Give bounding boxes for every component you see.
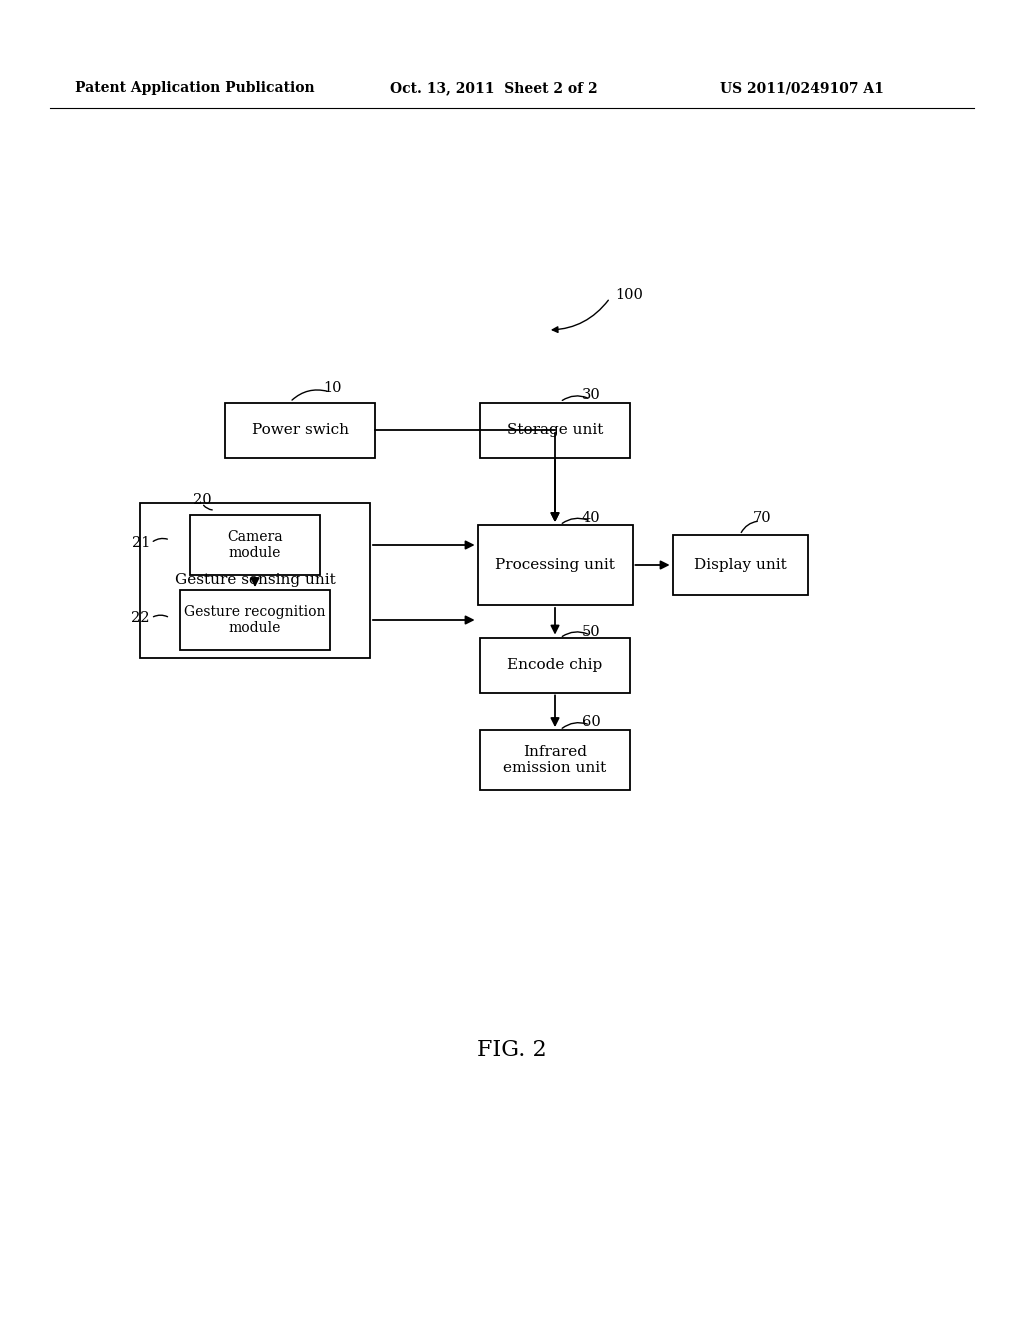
Bar [480, 638, 630, 693]
Text: Gesture sensing unit: Gesture sensing unit [175, 573, 336, 587]
Text: 22: 22 [131, 611, 150, 624]
Bar [190, 515, 319, 576]
Text: 70: 70 [753, 511, 772, 525]
Text: Encode chip: Encode chip [507, 657, 603, 672]
Bar [480, 403, 630, 458]
Text: 20: 20 [193, 492, 212, 507]
Text: Infrared
emission unit: Infrared emission unit [504, 744, 606, 775]
Text: Oct. 13, 2011  Sheet 2 of 2: Oct. 13, 2011 Sheet 2 of 2 [390, 81, 598, 95]
Text: Camera
module: Camera module [227, 529, 283, 560]
Text: Patent Application Publication: Patent Application Publication [75, 81, 314, 95]
Bar [480, 730, 630, 789]
Text: Processing unit: Processing unit [495, 558, 615, 572]
Text: 40: 40 [582, 511, 601, 525]
Text: FIG. 2: FIG. 2 [477, 1039, 547, 1061]
Text: 10: 10 [323, 381, 341, 395]
Text: Power swich: Power swich [252, 422, 348, 437]
Bar [225, 403, 375, 458]
Text: 100: 100 [615, 288, 643, 302]
Text: 60: 60 [582, 715, 601, 729]
Text: Display unit: Display unit [693, 558, 786, 572]
Text: 21: 21 [132, 536, 150, 550]
Text: Gesture recognition
module: Gesture recognition module [184, 605, 326, 635]
Bar [673, 535, 808, 595]
Text: Storage unit: Storage unit [507, 422, 603, 437]
Text: US 2011/0249107 A1: US 2011/0249107 A1 [720, 81, 884, 95]
Text: 50: 50 [582, 624, 601, 639]
Text: 30: 30 [582, 388, 601, 403]
Bar [180, 590, 330, 649]
Bar [140, 503, 370, 657]
Bar [477, 525, 633, 605]
